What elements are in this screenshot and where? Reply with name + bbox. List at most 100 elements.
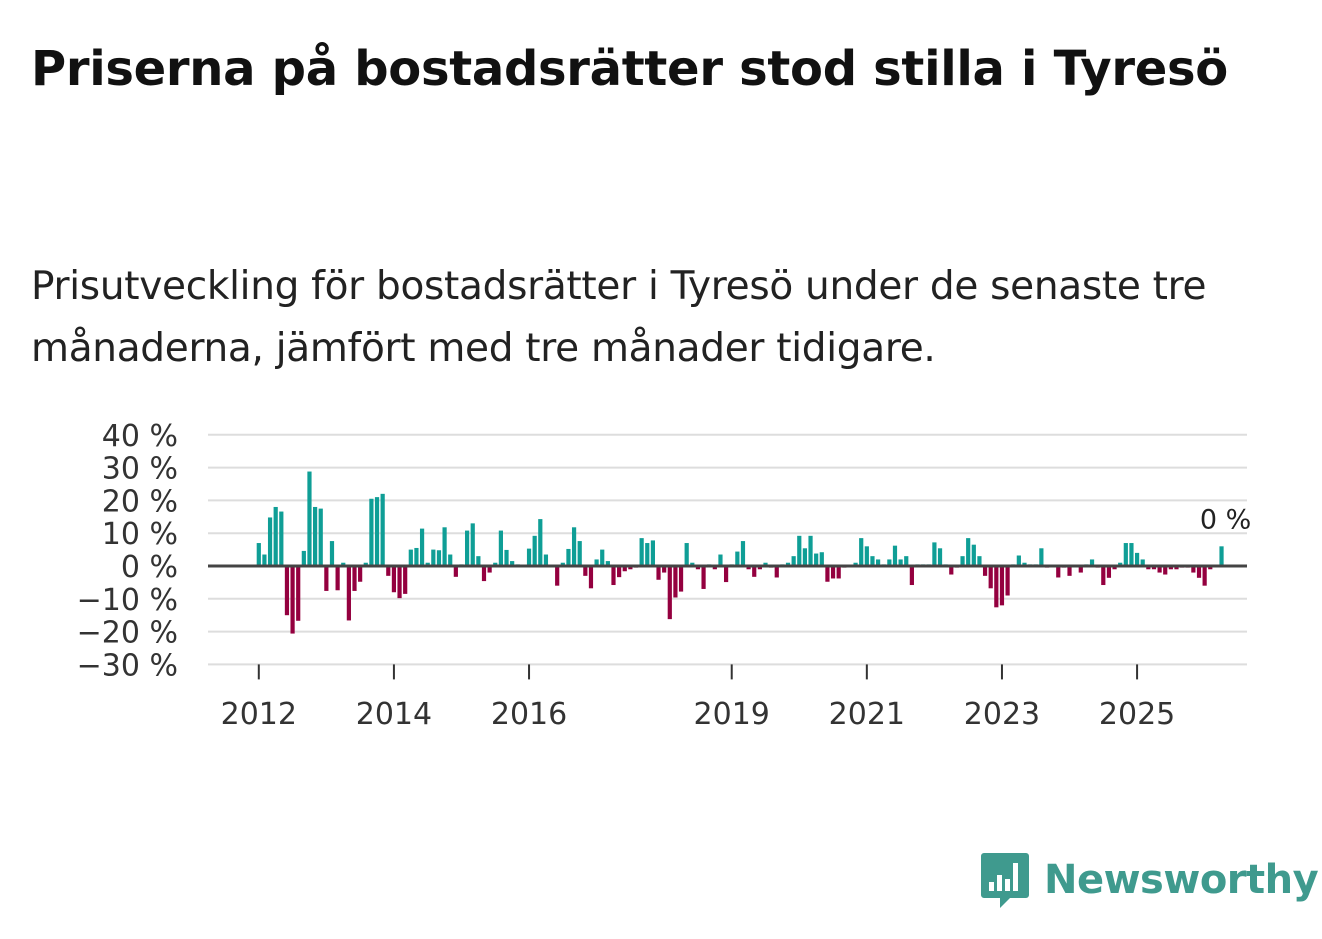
bar xyxy=(335,566,340,591)
bar xyxy=(571,527,577,566)
bar xyxy=(436,550,442,566)
bar xyxy=(1134,552,1140,566)
bar xyxy=(307,471,312,566)
bar xyxy=(645,543,650,566)
bar xyxy=(431,549,436,566)
newsworthy-logo-icon xyxy=(981,853,1029,908)
bar xyxy=(476,556,481,566)
bar xyxy=(526,548,532,566)
x-tick-label: 2019 xyxy=(694,697,770,732)
bar xyxy=(256,543,261,566)
y-tick-label: 10 % xyxy=(102,517,178,552)
chart-title: Priserna på bostadsrätter stod stilla i … xyxy=(31,41,1228,97)
bar-chart: −30 %−20 %−10 %0 %10 %20 %30 %40 % 2012 2… xyxy=(77,419,1252,732)
bar xyxy=(1129,543,1134,566)
bar xyxy=(1168,566,1173,570)
bar xyxy=(667,566,672,620)
bar xyxy=(887,559,892,566)
bar xyxy=(819,552,824,566)
bar xyxy=(425,562,430,566)
bar xyxy=(797,535,802,566)
bar xyxy=(538,519,543,566)
bar xyxy=(791,556,796,566)
bar xyxy=(1016,555,1021,566)
bar xyxy=(718,554,723,566)
bar xyxy=(859,538,864,566)
bar xyxy=(735,551,740,566)
x-axis-ticks: 2012 2014 2016 2019 2021 2023 2025 xyxy=(221,664,1175,732)
bar xyxy=(639,538,644,566)
bar xyxy=(419,528,425,566)
bar xyxy=(830,566,836,579)
bar xyxy=(892,545,898,566)
bar xyxy=(493,562,498,566)
bar xyxy=(898,559,903,566)
bar xyxy=(543,554,549,566)
bar xyxy=(453,566,458,577)
x-tick-label: 2014 xyxy=(356,697,432,732)
x-tick-label: 2021 xyxy=(829,697,905,732)
newsworthy-brand: Newsworthy xyxy=(980,850,1319,910)
x-tick-label: 2016 xyxy=(491,697,567,732)
bar xyxy=(904,556,909,566)
y-tick-label: 40 % xyxy=(102,419,178,454)
bar xyxy=(712,566,717,570)
bar xyxy=(977,556,982,566)
bar xyxy=(650,540,655,566)
bar xyxy=(386,566,391,576)
bar xyxy=(318,508,323,566)
bar xyxy=(701,566,706,589)
bar xyxy=(611,566,616,586)
bar xyxy=(1191,566,1196,573)
y-tick-label: 20 % xyxy=(102,484,178,519)
bar xyxy=(532,535,537,566)
bar xyxy=(442,527,447,566)
bar xyxy=(279,511,284,566)
bar xyxy=(1039,548,1044,566)
bar xyxy=(594,559,599,566)
bar xyxy=(662,566,667,573)
bar xyxy=(374,497,380,566)
bar xyxy=(284,566,290,616)
bar xyxy=(1151,566,1157,570)
y-axis-ticks: −30 %−20 %−10 %0 %10 %20 %30 %40 % xyxy=(77,419,178,684)
x-tick-label: 2012 xyxy=(221,697,297,732)
bar xyxy=(740,541,746,566)
bar xyxy=(949,566,954,575)
bar xyxy=(1163,566,1168,575)
y-tick-label: −20 % xyxy=(77,616,178,651)
bar xyxy=(352,566,357,591)
bar xyxy=(358,566,363,582)
bar xyxy=(836,566,841,579)
bar xyxy=(763,562,768,566)
bar xyxy=(487,566,492,573)
bar xyxy=(498,530,503,566)
bar xyxy=(1157,566,1162,573)
bar xyxy=(825,566,830,582)
y-tick-label: 30 % xyxy=(102,452,178,487)
bar xyxy=(1219,546,1224,566)
bar xyxy=(296,566,301,621)
bar xyxy=(723,566,729,583)
brand-name: Newsworthy xyxy=(1044,857,1319,903)
bar xyxy=(684,543,689,566)
bar xyxy=(414,547,419,566)
bar xyxy=(1106,566,1112,578)
bar xyxy=(273,506,278,566)
last-value-label: 0 % xyxy=(1200,504,1251,535)
bar xyxy=(994,566,999,608)
bar xyxy=(785,562,791,566)
bar xyxy=(1123,543,1128,566)
bar xyxy=(341,562,346,566)
bar xyxy=(391,566,397,593)
bar xyxy=(262,554,267,566)
bar xyxy=(1022,562,1027,566)
bar xyxy=(774,566,779,578)
bar xyxy=(324,566,329,591)
bar xyxy=(600,549,605,566)
bar xyxy=(673,566,678,598)
bar xyxy=(510,561,515,566)
bar xyxy=(577,541,582,566)
bar xyxy=(870,556,875,566)
bar xyxy=(560,562,565,566)
